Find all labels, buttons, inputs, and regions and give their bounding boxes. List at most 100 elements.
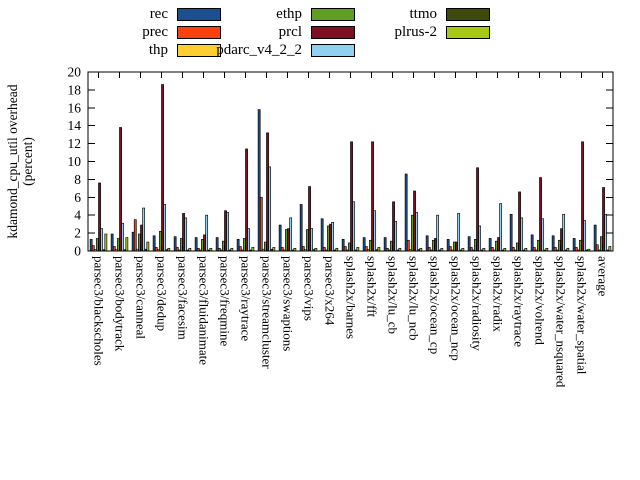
- x-tick-label: splash2x/radiosity: [470, 256, 485, 351]
- legend-item-plrus-2: plrus-2: [317, 23, 490, 41]
- bar-pdarc_v4_2_2: [310, 228, 314, 252]
- bars: [89, 84, 612, 252]
- y-tick-label: 20: [68, 65, 82, 80]
- bar-group-splash2x/radix: [488, 203, 507, 252]
- y-tick-label: 18: [68, 82, 82, 97]
- legend: rec prec thp ethp prcl pdarc_v4_2_2 ttmo plru…: [0, 5, 640, 63]
- x-axis: parsec3/blackscholes parsec3/bodytrack par…: [92, 72, 611, 388]
- bar-pdarc_v4_2_2: [184, 217, 188, 252]
- x-tick-label: splash2x/lu_cb: [386, 256, 401, 334]
- y-tick-label: 6: [74, 190, 81, 205]
- legend-label: pdarc_v4_2_2: [216, 42, 302, 58]
- bar-rec: [299, 204, 303, 252]
- bar-plrus-2: [146, 241, 150, 252]
- y-tick-label: 2: [74, 226, 81, 241]
- bar-prec: [259, 196, 263, 252]
- y-tick-label: 4: [74, 208, 81, 223]
- bar-group-parsec3/canneal: [131, 207, 150, 252]
- bar-pdarc_v4_2_2: [247, 228, 251, 252]
- bar-group-parsec3/dedup: [152, 84, 171, 252]
- legend-item-ttmo: ttmo: [317, 5, 490, 23]
- y-axis: 0 2 4 6 8 10 12 14 16 18 20: [68, 65, 613, 259]
- bar-pdarc_v4_2_2: [268, 166, 272, 252]
- bar-group-splash2x/water_spatial: [572, 141, 591, 252]
- bar-group-splash2x/volrend: [530, 177, 549, 252]
- bar-pdarc_v4_2_2: [520, 217, 524, 252]
- legend-item-ethp: ethp: [152, 5, 355, 23]
- x-tick-label: parsec3/raytrace: [239, 256, 254, 341]
- legend-item-rec: rec: [58, 5, 221, 23]
- x-tick-label: splash2x/volrend: [533, 256, 548, 345]
- bar-group-parsec3/freqmine: [215, 210, 234, 252]
- x-tick-label: parsec3/vips: [302, 256, 317, 321]
- x-tick-label: parsec3/dedup: [155, 256, 170, 331]
- bar-plrus-2: [251, 247, 255, 252]
- legend-swatch-prec: [177, 25, 221, 39]
- bar-pdarc_v4_2_2: [142, 207, 146, 252]
- legend-column-1: rec prec thp: [58, 5, 221, 59]
- bar-group-parsec3/bodytrack: [110, 127, 129, 252]
- legend-label: rec: [149, 6, 168, 22]
- bar-group-splash2x/raytrace: [509, 191, 528, 252]
- y-tick-label: 0: [74, 244, 81, 259]
- legend-item-pdarc_v4_2_2: pdarc_v4_2_2: [152, 41, 355, 59]
- x-tick-label: splash2x/barnes: [344, 256, 359, 339]
- bar-group-splash2x/fft: [362, 141, 381, 252]
- bar-group-splash2x/radiosity: [467, 167, 486, 252]
- y-axis-title-line: kdamond_cpu_util overhead: [5, 84, 20, 238]
- x-tick-label: parsec3/blackscholes: [92, 256, 107, 366]
- bar-pdarc_v4_2_2: [478, 225, 482, 252]
- x-tick-label: splash2x/water_spatial: [575, 256, 590, 375]
- x-tick-label: splash2x/ocean_ncp: [449, 256, 464, 361]
- bar-pdarc_v4_2_2: [457, 213, 461, 252]
- legend-item-prcl: prcl: [152, 23, 355, 41]
- bar-pdarc_v4_2_2: [499, 203, 503, 252]
- bar-rec: [320, 218, 324, 252]
- x-tick-label: parsec3/fluidanimate: [197, 256, 212, 365]
- legend-label: prec: [142, 24, 168, 40]
- y-tick-label: 8: [74, 172, 81, 187]
- x-tick-label: parsec3/freqmine: [218, 256, 233, 346]
- bar-group-parsec3/vips: [299, 186, 318, 252]
- y-tick-label: 14: [68, 118, 82, 133]
- x-tick-label: parsec3/facesim: [176, 256, 191, 340]
- legend-item-thp: thp: [58, 41, 221, 59]
- x-tick-label: parsec3/x264: [323, 256, 338, 326]
- bar-pdarc_v4_2_2: [583, 220, 587, 252]
- bar-pdarc_v4_2_2: [394, 221, 398, 252]
- x-tick-label: splash2x/water_nsquared: [554, 256, 569, 388]
- bar-group-parsec3/streamcluster: [257, 109, 276, 252]
- x-tick-label: parsec3/bodytrack: [113, 256, 128, 352]
- bar-pdarc_v4_2_2: [205, 214, 209, 252]
- bar-plrus-2: [377, 247, 381, 252]
- x-tick-label: splash2x/raytrace: [512, 256, 527, 347]
- bar-rec: [509, 213, 513, 252]
- bar-pdarc_v4_2_2: [163, 204, 167, 252]
- y-tick-label: 12: [68, 136, 82, 151]
- bar-rec: [404, 173, 408, 252]
- bar-plrus-2: [356, 247, 360, 252]
- legend-swatch-ttmo: [446, 7, 490, 21]
- bar-pdarc_v4_2_2: [415, 212, 419, 252]
- legend-swatch-pdarc_v4_2_2: [311, 43, 355, 57]
- bar-group-parsec3/raytrace: [236, 148, 255, 252]
- bar-pdarc_v4_2_2: [436, 214, 440, 252]
- y-axis-title: kdamond_cpu_util overhead (percent): [5, 84, 35, 238]
- y-axis-title-line: (percent): [20, 137, 35, 186]
- legend-swatch-prcl: [311, 25, 355, 39]
- x-tick-label: parsec3/canneal: [134, 256, 149, 339]
- legend-label: ttmo: [409, 6, 437, 22]
- bar-pdarc_v4_2_2: [100, 228, 104, 252]
- x-tick-label: splash2x/ocean_cp: [428, 256, 443, 354]
- y-tick-label: 10: [68, 154, 82, 169]
- bar-pdarc_v4_2_2: [562, 213, 566, 252]
- bar-pdarc_v4_2_2: [226, 212, 230, 252]
- bar-group-splash2x/barnes: [341, 141, 360, 252]
- bar-group-splash2x/lu_cb: [383, 201, 402, 252]
- x-tick-label: parsec3/streamcluster: [260, 256, 275, 369]
- legend-item-prec: prec: [58, 23, 221, 41]
- y-tick-label: 16: [68, 100, 82, 115]
- legend-label: prcl: [278, 24, 302, 40]
